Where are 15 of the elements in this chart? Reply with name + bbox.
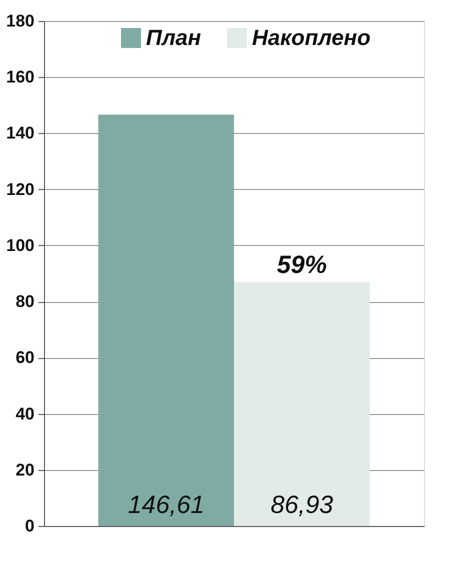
y-tick-label: 0	[25, 516, 34, 536]
legend-label: План	[146, 25, 202, 50]
y-tick-label: 20	[16, 460, 34, 480]
y-tick-label: 140	[6, 124, 34, 143]
y-tick-label: 160	[6, 68, 34, 87]
legend-label: Накоплено	[252, 25, 371, 50]
y-tick-label: 100	[6, 236, 34, 255]
annotation: 59%	[276, 251, 327, 280]
y-tick-label: 80	[16, 292, 34, 312]
y-tick-label: 60	[16, 348, 34, 368]
y-tick-label: 180	[6, 12, 34, 30]
y-tick-label: 120	[6, 180, 34, 199]
data-label: 146,61	[128, 491, 204, 519]
y-tick-label: 40	[16, 404, 34, 424]
data-label: 86,93	[270, 491, 334, 519]
